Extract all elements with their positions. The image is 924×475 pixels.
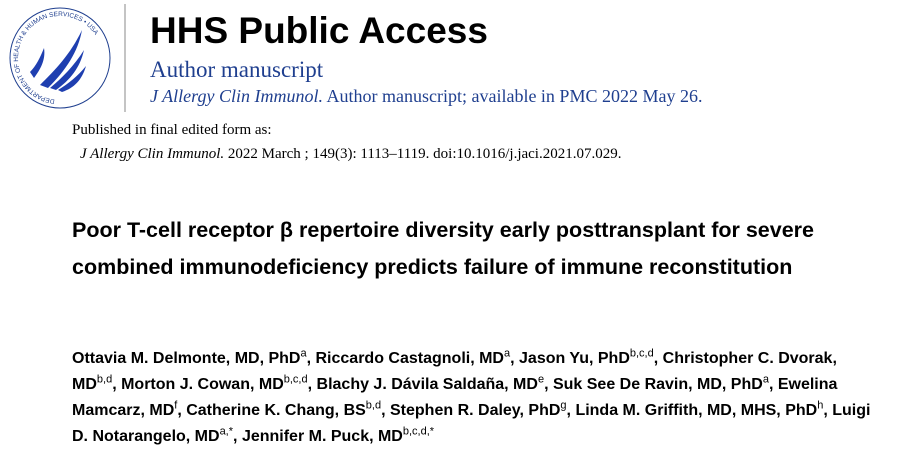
- author: Suk See De Ravin, MD, PhDa: [552, 373, 773, 393]
- header-title: HHS Public Access: [150, 10, 488, 51]
- author-name: Suk See De Ravin, MD, PhD: [552, 376, 763, 393]
- author-name: Morton J. Cowan, MD: [121, 376, 284, 393]
- author-name: Catherine K. Chang, BS: [186, 402, 366, 419]
- author: Catherine K. Chang, BSb,d: [186, 399, 385, 419]
- author-name: Jennifer M. Puck, MD: [241, 428, 403, 445]
- affiliation-marks: g: [560, 399, 567, 412]
- author: Stephen R. Daley, PhDg: [390, 399, 571, 419]
- author: Riccardo Castagnoli, MDa: [315, 347, 515, 367]
- author-list: Ottavia M. Delmonte, MD, PhDa Riccardo C…: [72, 346, 880, 450]
- affiliation-marks: a: [503, 347, 511, 360]
- availability-text: Author manuscript; available in PMC 2022…: [326, 86, 703, 106]
- citation: J Allergy Clin Immunol. 2022 March ; 149…: [80, 146, 621, 163]
- logo-eagle: [30, 30, 86, 92]
- affiliation-marks: e: [537, 373, 545, 386]
- journal-name: J Allergy Clin Immunol.: [150, 86, 323, 106]
- header-subtitle: Author manuscript: [150, 57, 324, 82]
- author-name: Christopher C. Dvorak, MD: [72, 350, 837, 393]
- published-label: Published in final edited form as:: [72, 122, 272, 138]
- author: Jason Yu, PhDb,c,d: [519, 347, 658, 367]
- author: Jennifer M. Puck, MDb,c,d,*: [241, 425, 435, 445]
- affiliation-marks: a: [762, 373, 769, 386]
- author-name: Linda M. Griffith, MD, MHS, PhD: [575, 402, 818, 419]
- affiliation-marks: b,c,d: [283, 373, 308, 386]
- affiliation-marks: b,c,d,*: [402, 425, 435, 438]
- affiliation-marks: f: [174, 399, 178, 412]
- author-name: Riccardo Castagnoli, MD: [315, 350, 504, 367]
- affiliation-marks: a: [300, 347, 307, 360]
- author: Linda M. Griffith, MD, MHS, PhDh: [575, 399, 827, 419]
- author-name: Ewelina Mamcarz, MD: [72, 376, 838, 419]
- affiliation-marks: b,d: [96, 373, 113, 386]
- affiliation-marks: b,d: [365, 399, 382, 412]
- author: Blachy J. Dávila Saldaña, MDe: [316, 373, 549, 393]
- header-graphics: DEPARTMENT OF HEALTH & HUMAN SERVICES • …: [9, 4, 126, 112]
- journal-name: J Allergy Clin Immunol.: [80, 146, 225, 162]
- logo-text: DEPARTMENT OF HEALTH & HUMAN SERVICES • …: [13, 11, 100, 105]
- author-name: Ottavia M. Delmonte, MD, PhD: [72, 350, 301, 367]
- affiliation-marks: a,*: [219, 425, 234, 438]
- author: Ottavia M. Delmonte, MD, PhDa: [72, 347, 311, 367]
- article-title: Poor T-cell receptor β repertoire divers…: [72, 218, 815, 279]
- affiliation-marks: b,c,d: [629, 347, 654, 360]
- citation-text: 2022 March ; 149(3): 1113–1119. doi:10.1…: [227, 146, 622, 162]
- author-name: Stephen R. Daley, PhD: [390, 402, 561, 419]
- logo-ring: [9, 7, 111, 109]
- author: Morton J. Cowan, MDb,c,d: [121, 373, 312, 393]
- author-name: Jason Yu, PhD: [519, 350, 630, 367]
- logo-text-path: DEPARTMENT OF HEALTH & HUMAN SERVICES • …: [13, 11, 100, 105]
- author-name: Blachy J. Dávila Saldaña, MD: [316, 376, 538, 393]
- availability: J Allergy Clin Immunol. Author manuscrip…: [150, 86, 702, 107]
- affiliation-marks: h: [817, 399, 824, 412]
- author-name: Luigi D. Notarangelo, MD: [72, 402, 871, 445]
